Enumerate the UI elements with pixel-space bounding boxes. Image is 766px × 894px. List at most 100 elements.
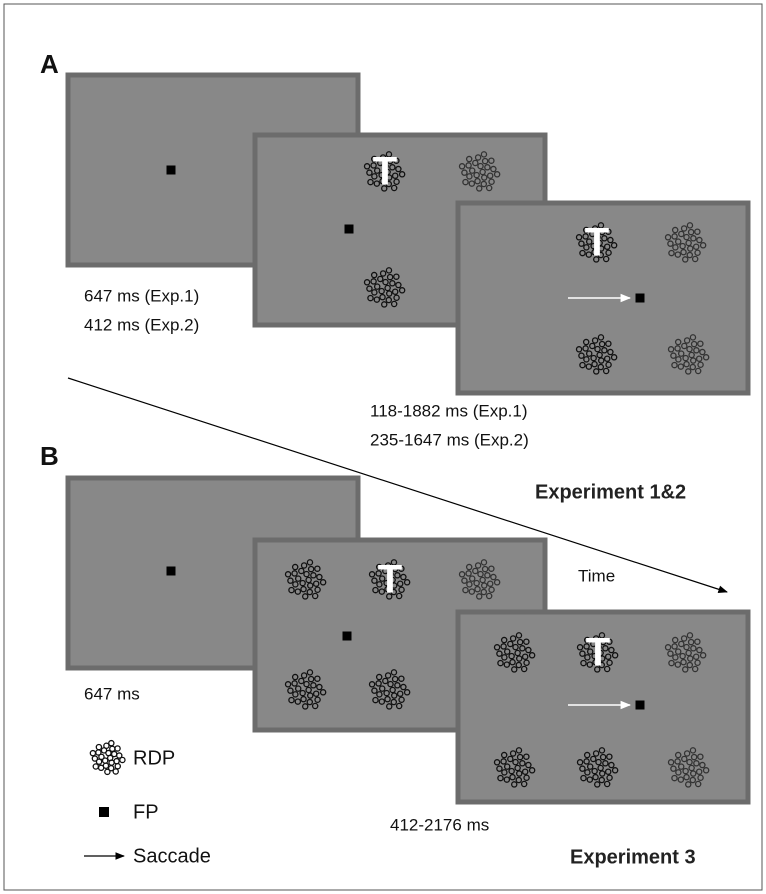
dot [383,689,390,697]
dot [395,702,403,710]
dot [368,681,376,688]
dot [363,163,371,170]
dot [391,675,399,683]
dot [473,579,480,587]
dot [294,588,302,595]
dot [370,278,377,285]
dot [606,753,613,760]
dot [599,753,607,761]
dot [576,759,584,766]
dot [690,235,697,242]
fixation-point [99,807,109,817]
dot [287,577,294,584]
dot [294,698,302,705]
dot [501,769,508,776]
dot [585,363,593,370]
dot [400,683,407,691]
dot [380,185,388,192]
dot [385,267,393,274]
dot [300,562,308,569]
dot [306,559,314,566]
dot [680,658,687,666]
rdp [576,747,619,788]
dot [579,650,586,657]
label: RDP [133,747,175,769]
dot [480,151,488,158]
dot [664,644,672,651]
dot [390,669,398,676]
dot [458,163,466,170]
dot [671,233,678,240]
dot [375,680,382,687]
dot [681,342,688,350]
dot [284,571,292,578]
dot [385,180,393,188]
dot [597,649,604,657]
dot [385,703,393,710]
target-letter: T [378,558,402,602]
dot [488,157,495,164]
dot [521,653,529,660]
dot [694,249,701,257]
dot [500,636,508,644]
dot [378,588,386,595]
rdp [664,632,707,673]
dot [608,646,615,654]
dot [683,337,691,344]
dot [670,765,677,772]
dot [589,342,596,350]
label: 647 ms (Exp.1) [84,286,199,305]
dot [378,171,385,179]
dot [578,352,585,359]
dot [299,689,306,697]
dot [367,178,374,186]
dot [371,577,378,584]
dot [583,244,590,251]
dot [675,769,682,776]
dot [689,334,697,341]
rdp [368,669,411,710]
dot [604,653,612,660]
dot [606,638,613,645]
dot [528,652,536,659]
label: B [40,441,59,471]
dot [378,287,385,295]
dot [284,681,292,688]
dot [95,743,103,751]
dot [604,768,612,775]
dot [590,640,597,648]
dot [385,151,393,158]
dot [119,756,126,764]
dot [591,225,599,232]
dot [379,270,387,277]
dot [398,696,405,704]
dot [580,659,587,667]
dot [386,157,394,165]
dot [592,368,600,375]
dot [294,575,302,582]
dot [697,340,704,347]
dot [682,767,689,775]
dot [375,673,383,681]
dot [97,764,105,772]
dot [690,645,697,652]
dot [500,751,508,759]
dot [368,571,376,578]
dot [508,767,515,775]
dot [674,661,682,668]
dot [583,643,590,650]
dot [299,579,306,587]
dot [367,294,374,302]
dot [314,696,321,704]
dot [605,340,612,347]
rdp [667,747,710,788]
dot [390,559,398,566]
dot [592,750,600,757]
dot [667,759,675,766]
dot [104,768,111,776]
dot [382,677,389,685]
dot [376,581,383,588]
dot [597,222,605,229]
dot [389,686,396,694]
dot [508,652,515,660]
